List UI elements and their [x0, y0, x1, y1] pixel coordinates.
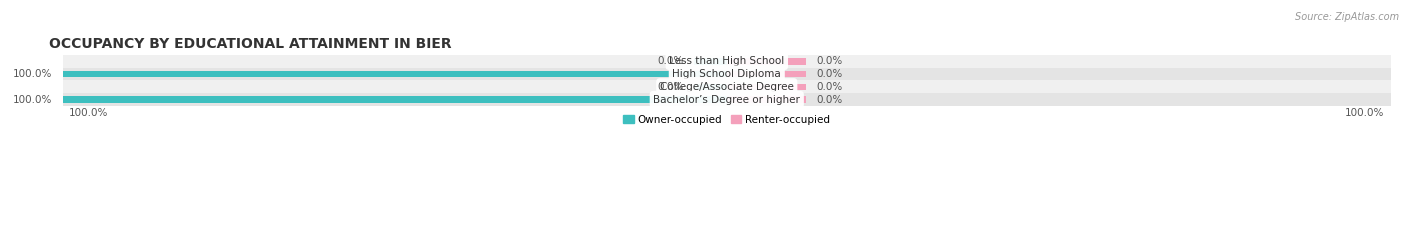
Text: 0.0%: 0.0%: [817, 82, 842, 92]
Text: 100.0%: 100.0%: [13, 95, 52, 105]
Bar: [62, 80, 1391, 93]
Text: 0.0%: 0.0%: [817, 56, 842, 66]
Bar: [62, 71, 727, 77]
Bar: [693, 83, 727, 90]
Text: 100.0%: 100.0%: [69, 108, 108, 118]
Bar: [727, 96, 807, 103]
Text: High School Diploma: High School Diploma: [672, 69, 782, 79]
Text: 100.0%: 100.0%: [13, 69, 52, 79]
Text: Source: ZipAtlas.com: Source: ZipAtlas.com: [1295, 12, 1399, 22]
Bar: [727, 71, 807, 77]
Text: 0.0%: 0.0%: [817, 69, 842, 79]
Bar: [727, 58, 807, 65]
Bar: [62, 93, 1391, 106]
Text: College/Associate Degree: College/Associate Degree: [659, 82, 794, 92]
Text: 0.0%: 0.0%: [658, 82, 683, 92]
Bar: [62, 96, 727, 103]
Text: Bachelor’s Degree or higher: Bachelor’s Degree or higher: [654, 95, 800, 105]
Text: 100.0%: 100.0%: [1346, 108, 1385, 118]
Bar: [727, 83, 807, 90]
Text: Less than High School: Less than High School: [669, 56, 785, 66]
Text: 0.0%: 0.0%: [817, 95, 842, 105]
Text: OCCUPANCY BY EDUCATIONAL ATTAINMENT IN BIER: OCCUPANCY BY EDUCATIONAL ATTAINMENT IN B…: [49, 37, 451, 51]
Bar: [62, 55, 1391, 68]
Legend: Owner-occupied, Renter-occupied: Owner-occupied, Renter-occupied: [619, 110, 835, 129]
Text: 0.0%: 0.0%: [658, 56, 683, 66]
Bar: [62, 68, 1391, 80]
Bar: [693, 58, 727, 65]
